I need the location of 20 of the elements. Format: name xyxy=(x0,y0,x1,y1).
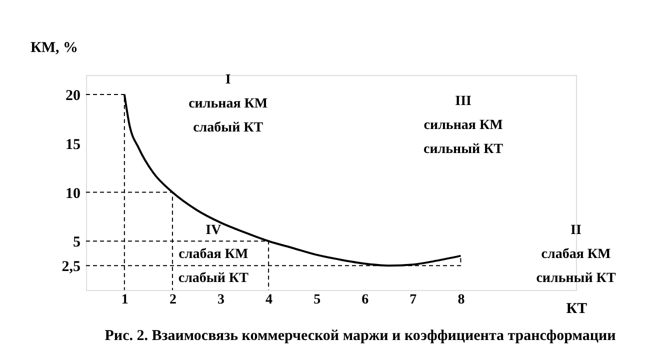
x-tick-label: 7 xyxy=(410,292,417,308)
text: Рис. 2. Взаимосвязь коммерческой маржи и коэффициента трансформации xyxy=(104,328,616,344)
y-tick-label: 15 xyxy=(66,136,80,153)
x-axis-title: КТ xyxy=(566,301,588,317)
x-tick-label: 1 xyxy=(121,292,128,308)
x-tick-label: 3 xyxy=(218,292,225,308)
annotation: I сильная КМ слабый КТ xyxy=(188,72,268,136)
x-tick-label: 6 xyxy=(362,292,369,308)
y-tick-label: 20 xyxy=(66,88,80,104)
x-tick-label: 2 xyxy=(169,292,176,308)
y-tick-label: 2,5 xyxy=(62,259,80,276)
y-tick-label: 5 xyxy=(73,234,80,251)
x-tick-label: 5 xyxy=(314,292,321,308)
x-tick-label: 8 xyxy=(458,292,465,308)
y-axis-title: КМ, % xyxy=(30,40,78,56)
annotation: IV слабая КМ слабый КТ xyxy=(178,222,250,286)
annotation: III сильная КМ сильный КТ xyxy=(424,94,504,157)
annotation: II слабая КМ сильный КТ xyxy=(536,222,616,286)
y-tick-label: 10 xyxy=(66,186,80,202)
x-tick-label: 4 xyxy=(266,292,273,308)
